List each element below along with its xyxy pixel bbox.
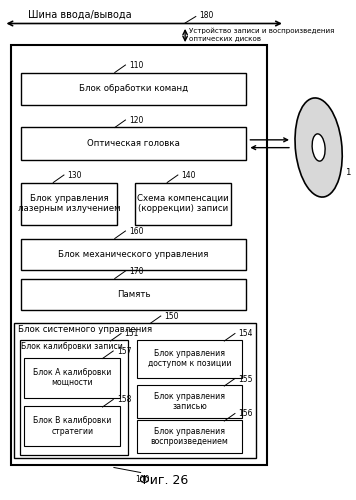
Text: Блок управления
записью: Блок управления записью	[154, 392, 225, 411]
Text: Блок калибровки записи: Блок калибровки записи	[21, 342, 123, 351]
Text: Блок механического управления: Блок механического управления	[58, 250, 209, 259]
FancyBboxPatch shape	[20, 340, 128, 455]
Text: 140: 140	[182, 171, 196, 180]
Text: 100: 100	[135, 475, 150, 484]
FancyBboxPatch shape	[137, 385, 242, 418]
Text: 110: 110	[129, 61, 143, 70]
Text: Схема компенсации
(коррекции) записи: Схема компенсации (коррекции) записи	[137, 194, 229, 214]
Text: 180: 180	[199, 10, 214, 20]
FancyBboxPatch shape	[14, 322, 256, 458]
Text: 120: 120	[129, 116, 143, 125]
Text: Фиг. 26: Фиг. 26	[139, 474, 188, 488]
FancyBboxPatch shape	[11, 45, 267, 465]
Text: 150: 150	[164, 312, 179, 321]
FancyBboxPatch shape	[21, 128, 246, 160]
FancyBboxPatch shape	[21, 278, 246, 310]
Text: Блок В калибровки
стратегии: Блок В калибровки стратегии	[33, 416, 111, 436]
Text: Блок обработки команд: Блок обработки команд	[79, 84, 188, 93]
Text: 154: 154	[239, 330, 253, 338]
Text: 157: 157	[117, 347, 131, 356]
Text: Блок системного управления: Блок системного управления	[18, 325, 152, 334]
Text: Память: Память	[117, 290, 150, 298]
Text: Устройство записи и воспроизведения
оптических дисков: Устройство записи и воспроизведения опти…	[189, 28, 334, 41]
Ellipse shape	[312, 134, 325, 161]
FancyBboxPatch shape	[21, 182, 117, 225]
Text: Блок управления
доступом к позиции: Блок управления доступом к позиции	[148, 349, 231, 368]
Text: 156: 156	[239, 410, 253, 418]
Text: Блок А калибровки
мощности: Блок А калибровки мощности	[33, 368, 111, 387]
Text: 160: 160	[129, 227, 143, 236]
Text: Шина ввода/вывода: Шина ввода/вывода	[28, 10, 132, 20]
Text: 1: 1	[345, 168, 351, 177]
Text: 170: 170	[129, 267, 143, 276]
Text: 155: 155	[239, 374, 253, 384]
FancyBboxPatch shape	[137, 340, 242, 378]
Text: Оптическая головка: Оптическая головка	[87, 139, 180, 148]
Text: 158: 158	[117, 396, 131, 404]
FancyBboxPatch shape	[21, 238, 246, 270]
Ellipse shape	[295, 98, 342, 197]
Text: 151: 151	[125, 330, 139, 338]
FancyBboxPatch shape	[24, 358, 120, 398]
FancyBboxPatch shape	[135, 182, 231, 225]
FancyBboxPatch shape	[21, 72, 246, 105]
Text: Блок управления
воспроизведением: Блок управления воспроизведением	[151, 426, 229, 446]
Text: 130: 130	[68, 171, 82, 180]
FancyBboxPatch shape	[137, 420, 242, 452]
Text: Блок управления
лазерным излучением: Блок управления лазерным излучением	[18, 194, 121, 214]
FancyBboxPatch shape	[24, 406, 120, 446]
